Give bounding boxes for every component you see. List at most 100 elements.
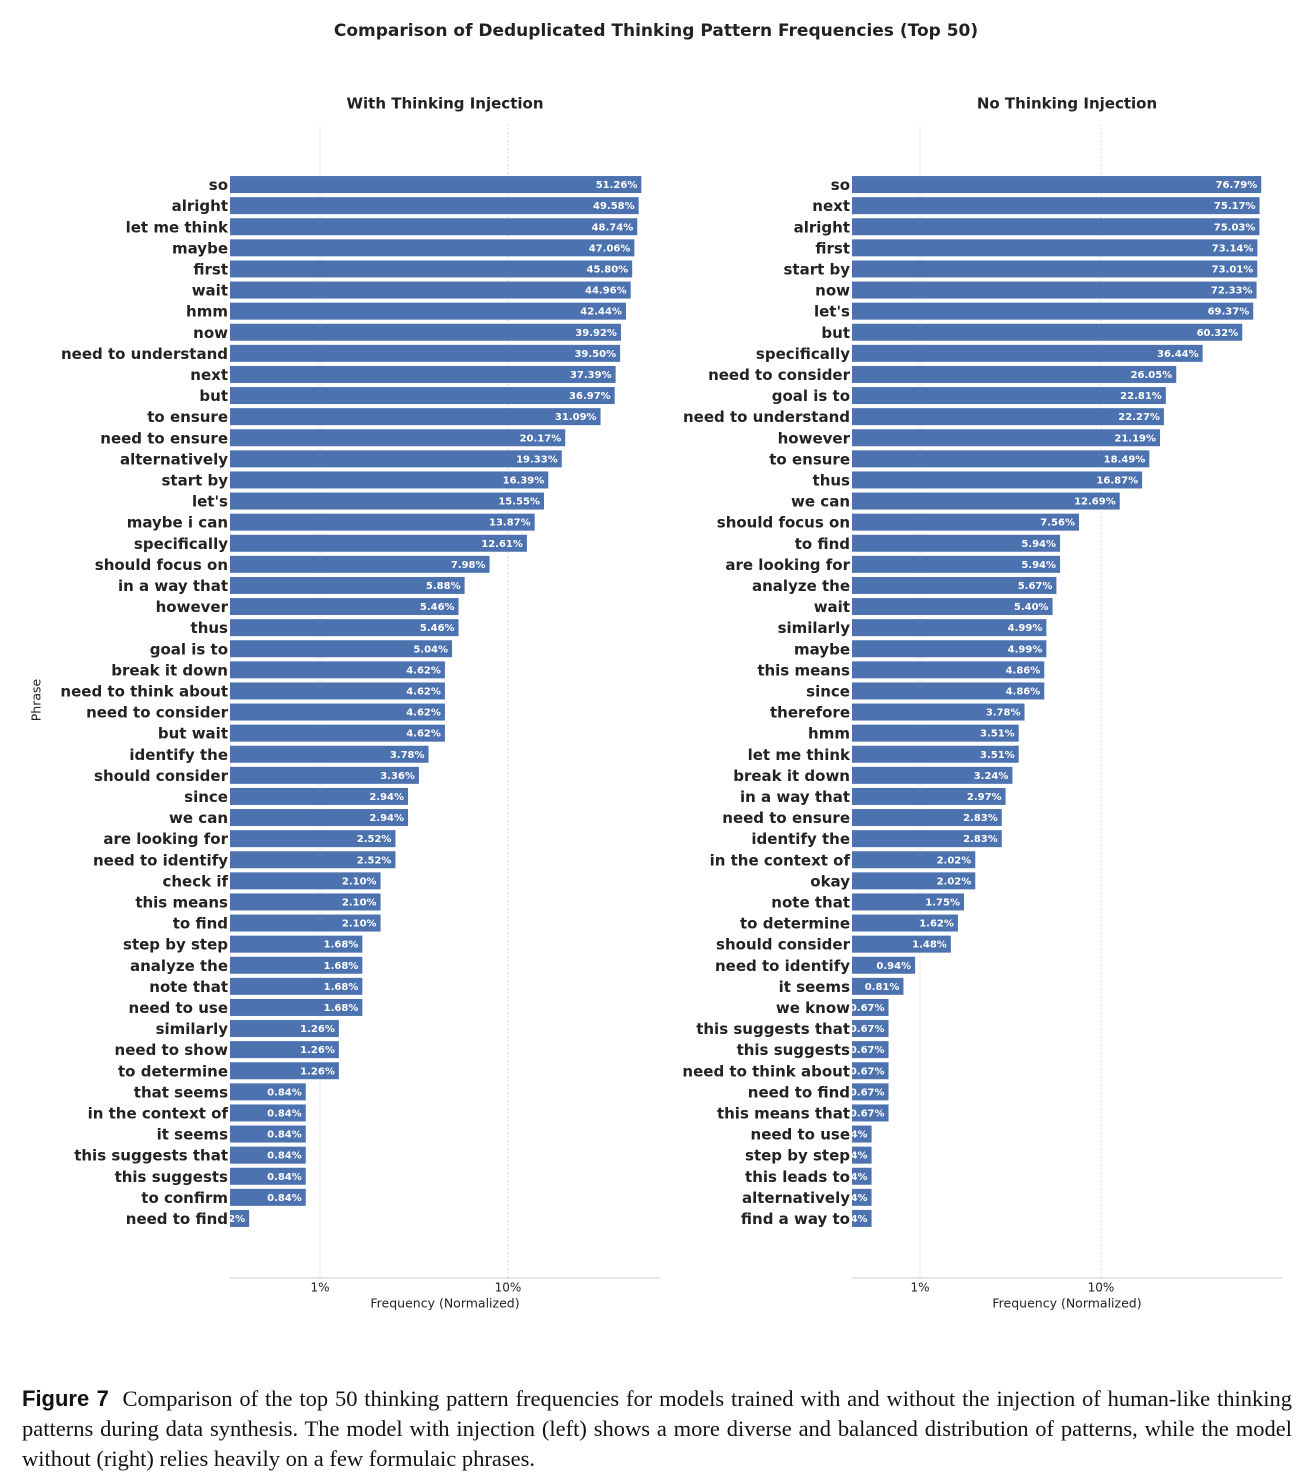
category-label: need to identify xyxy=(93,851,228,869)
category-label: need to understand xyxy=(683,408,850,426)
value-label: 0.84% xyxy=(267,1087,302,1098)
bar xyxy=(230,281,631,299)
category-label: break it down xyxy=(111,661,228,679)
category-label: however xyxy=(156,598,229,616)
bar xyxy=(852,914,958,932)
value-label: 4.86% xyxy=(1006,686,1041,697)
category-label: this suggests xyxy=(115,1168,228,1186)
category-label: okay xyxy=(810,872,850,890)
category-label: in the context of xyxy=(710,851,851,869)
category-label: however xyxy=(778,429,851,447)
category-label: maybe xyxy=(172,239,228,257)
category-label: alternatively xyxy=(742,1189,850,1207)
value-label: 2.94% xyxy=(369,792,404,803)
category-label: break it down xyxy=(733,767,850,785)
category-label: to determine xyxy=(118,1062,228,1080)
value-label: 49.58% xyxy=(593,201,635,212)
bar xyxy=(852,830,1002,848)
value-label: 4.99% xyxy=(1008,623,1043,634)
bar xyxy=(852,1167,872,1185)
value-label: 26.05% xyxy=(1131,370,1173,381)
category-label: but xyxy=(199,387,228,405)
category-label: should consider xyxy=(716,936,851,954)
category-label: should focus on xyxy=(95,556,228,574)
value-label: 5.46% xyxy=(420,623,455,634)
bar xyxy=(230,302,626,320)
bar xyxy=(230,935,363,953)
category-label: need to ensure xyxy=(722,809,850,827)
value-label: 1.75% xyxy=(925,897,960,908)
category-label: need to consider xyxy=(86,704,229,722)
bar xyxy=(230,429,566,447)
category-label: in a way that xyxy=(118,577,228,595)
value-label: 36.44% xyxy=(1157,349,1199,360)
category-label: alright xyxy=(172,197,228,215)
bar xyxy=(230,492,545,510)
value-label: 39.50% xyxy=(574,349,616,360)
value-label: 73.14% xyxy=(1212,243,1254,254)
category-label: need to find xyxy=(126,1210,228,1228)
category-label: goal is to xyxy=(150,640,228,658)
category-label: need to find xyxy=(748,1083,850,1101)
value-label: 5.67% xyxy=(1018,581,1053,592)
category-label: we can xyxy=(791,493,850,511)
value-label: 0.84% xyxy=(267,1193,302,1204)
value-label: 72.33% xyxy=(1211,286,1253,297)
category-label: since xyxy=(806,682,850,700)
bar xyxy=(852,787,1006,805)
value-label: 0.54% xyxy=(833,1151,868,1162)
value-label: 5.46% xyxy=(420,602,455,613)
category-label: this means xyxy=(757,661,850,679)
category-label: start by xyxy=(161,471,228,489)
category-label: specifically xyxy=(756,345,850,363)
value-label: 73.01% xyxy=(1212,264,1254,275)
category-label: identify the xyxy=(129,746,228,764)
value-label: 47.06% xyxy=(589,243,631,254)
category-label: need to identify xyxy=(715,957,850,975)
value-label: 45.80% xyxy=(587,264,629,275)
value-label: 21.19% xyxy=(1114,433,1156,444)
value-label: 39.92% xyxy=(575,328,617,339)
bar xyxy=(230,197,639,215)
value-label: 0.67% xyxy=(850,1087,885,1098)
category-label: maybe i can xyxy=(127,514,228,532)
category-label: since xyxy=(184,788,228,806)
bar xyxy=(852,176,1262,194)
value-label: 3.51% xyxy=(980,729,1015,740)
category-label: in a way that xyxy=(740,788,850,806)
category-label: wait xyxy=(814,598,850,616)
category-label: to find xyxy=(173,915,228,933)
category-label: it seems xyxy=(157,1126,228,1144)
bar xyxy=(852,450,1150,468)
value-label: 4.62% xyxy=(406,665,441,676)
category-label: maybe xyxy=(794,640,850,658)
value-label: 5.04% xyxy=(413,644,448,655)
category-label: let me think xyxy=(748,746,851,764)
value-label: 19.33% xyxy=(516,454,558,465)
value-label: 2.52% xyxy=(357,855,392,866)
bar xyxy=(230,365,616,383)
value-label: 0.67% xyxy=(850,1108,885,1119)
value-label: 1.26% xyxy=(300,1045,335,1056)
caption-text: Comparison of the top 50 thinking patter… xyxy=(22,1386,1292,1471)
value-label: 2.83% xyxy=(963,834,998,845)
value-label: 2.94% xyxy=(369,813,404,824)
bar xyxy=(230,619,459,637)
category-label: thus xyxy=(191,619,229,637)
category-label: therefore xyxy=(770,704,850,722)
category-label: alright xyxy=(794,218,850,236)
bar xyxy=(852,344,1203,362)
bar xyxy=(852,365,1177,383)
bar xyxy=(852,703,1025,721)
value-label: 0.54% xyxy=(833,1172,868,1183)
category-label: to ensure xyxy=(147,408,228,426)
bar xyxy=(230,387,615,405)
bar xyxy=(852,661,1045,679)
category-label: need to use xyxy=(129,999,228,1017)
bar xyxy=(230,1020,339,1038)
bar xyxy=(852,1062,889,1080)
value-label: 1.68% xyxy=(324,940,359,951)
x-tick-label: 10% xyxy=(495,1281,522,1295)
bar xyxy=(852,935,951,953)
category-label: this means that xyxy=(717,1104,850,1122)
